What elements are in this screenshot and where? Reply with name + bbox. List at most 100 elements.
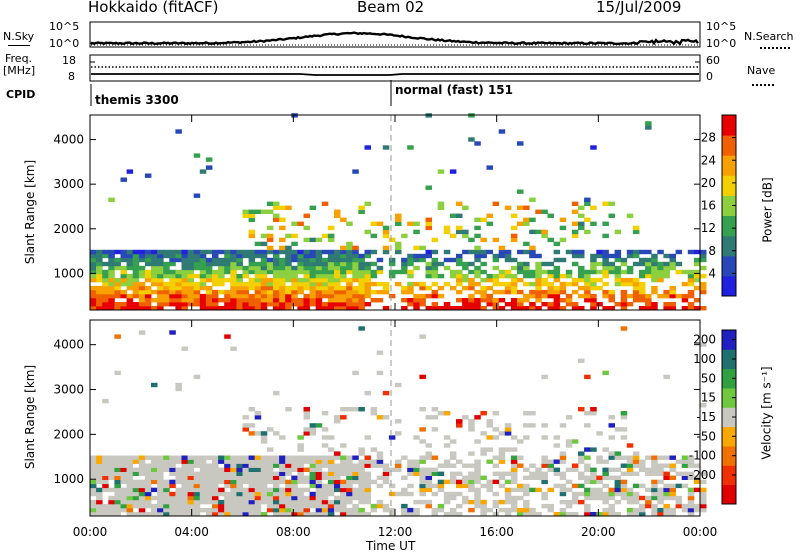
heatmap-cell [181, 298, 188, 303]
heatmap-cell [480, 499, 487, 505]
colorbar-swatch [722, 255, 736, 277]
heatmap-cell [352, 512, 359, 517]
heatmap-cell [224, 293, 231, 299]
heatmap-cell [321, 499, 329, 505]
heatmap-cell [468, 427, 475, 432]
heatmap-cell [529, 249, 536, 255]
heatmap-cell [492, 277, 500, 283]
heatmap-cell [645, 302, 652, 307]
heatmap-cell [449, 257, 457, 263]
heatmap-cell [541, 503, 548, 509]
heatmap-cell [517, 507, 524, 513]
heatmap-cell [620, 471, 628, 476]
heatmap-cell [596, 249, 603, 255]
heatmap-cell [681, 471, 689, 476]
heatmap-cell [474, 289, 481, 295]
heatmap-cell [492, 265, 500, 271]
heatmap-cell [157, 273, 164, 279]
heatmap-cell [687, 471, 695, 476]
heatmap-cell [614, 229, 622, 235]
heatmap-cell [474, 439, 481, 444]
heatmap-cell [193, 491, 201, 497]
heatmap-cell [474, 491, 481, 497]
heatmap-cell [651, 285, 658, 291]
heatmap-cell [321, 201, 329, 206]
heatmap-cell [462, 233, 469, 239]
heatmap-cell [352, 273, 359, 279]
heatmap-cell [90, 302, 97, 307]
heatmap-cell [468, 277, 475, 283]
heatmap-cell [334, 209, 341, 214]
heatmap-cell [132, 265, 140, 271]
heatmap-cell [346, 302, 353, 307]
heatmap-cell [321, 273, 329, 279]
power-heatmap [90, 113, 707, 311]
heatmap-cell [340, 455, 347, 460]
heatmap-cell [443, 411, 451, 416]
heatmap-cell [474, 459, 481, 464]
heatmap-cell [431, 293, 439, 299]
heatmap-cell [157, 257, 164, 263]
heatmap-cell [358, 209, 365, 214]
heatmap-cell [254, 483, 262, 489]
freq-label: Freq. [5, 52, 33, 65]
heatmap-cell [199, 455, 207, 460]
heatmap-cell [181, 467, 188, 472]
heatmap-cell [126, 507, 134, 513]
heatmap-cell [90, 285, 97, 291]
heatmap-cell [242, 512, 249, 517]
heatmap-cell [309, 253, 317, 259]
heatmap-cell [388, 293, 396, 299]
heatmap-cell [212, 269, 219, 275]
heatmap-cell [596, 285, 603, 291]
heatmap-cell [181, 507, 188, 513]
heatmap-cell [517, 189, 524, 194]
heatmap-cell [334, 463, 341, 468]
x-tick-label: 00:00 [73, 525, 108, 539]
heatmap-cell [273, 499, 280, 505]
heatmap-cell [260, 257, 268, 263]
heatmap-cell [632, 253, 640, 259]
heatmap-cell [96, 293, 103, 299]
heatmap-cell [340, 499, 347, 505]
heatmap-cell [669, 495, 676, 501]
heatmap-cell [273, 265, 280, 271]
heatmap-cell [419, 499, 426, 505]
heatmap-cell [90, 479, 97, 485]
heatmap-cell [541, 374, 548, 380]
heatmap-cell [315, 467, 323, 472]
heatmap-cell [340, 285, 347, 291]
heatmap-cell [132, 487, 140, 493]
heatmap-cell [108, 503, 115, 509]
heatmap-cell [309, 471, 317, 476]
heatmap-cell [510, 495, 518, 501]
heatmap-cell [260, 273, 268, 279]
heatmap-cell [303, 507, 310, 513]
heatmap-cell [169, 269, 176, 275]
heatmap-cell [596, 277, 603, 283]
heatmap-cell [90, 273, 97, 279]
heatmap-cell [114, 507, 121, 513]
heatmap-cell [407, 467, 414, 472]
heatmap-cell [297, 302, 304, 307]
heatmap-cell [419, 479, 426, 485]
heatmap-cell [584, 475, 591, 480]
heatmap-cell [474, 265, 481, 271]
heatmap-cell [321, 507, 329, 513]
heatmap-cell [510, 507, 518, 513]
heatmap-cell [449, 463, 457, 468]
heatmap-cell [212, 503, 219, 509]
heatmap-cell [584, 273, 591, 279]
heatmap-cell [632, 277, 640, 283]
heatmap-cell [193, 273, 201, 279]
heatmap-cell [474, 298, 481, 303]
heatmap-cell [517, 463, 524, 468]
heatmap-cell [132, 483, 140, 489]
heatmap-cell [346, 499, 353, 505]
heatmap-cell [340, 407, 347, 412]
heatmap-cell [419, 281, 426, 287]
heatmap-cell [297, 269, 304, 275]
heatmap-cell [327, 455, 335, 460]
heatmap-cell [260, 298, 268, 303]
heatmap-cell [138, 293, 146, 299]
